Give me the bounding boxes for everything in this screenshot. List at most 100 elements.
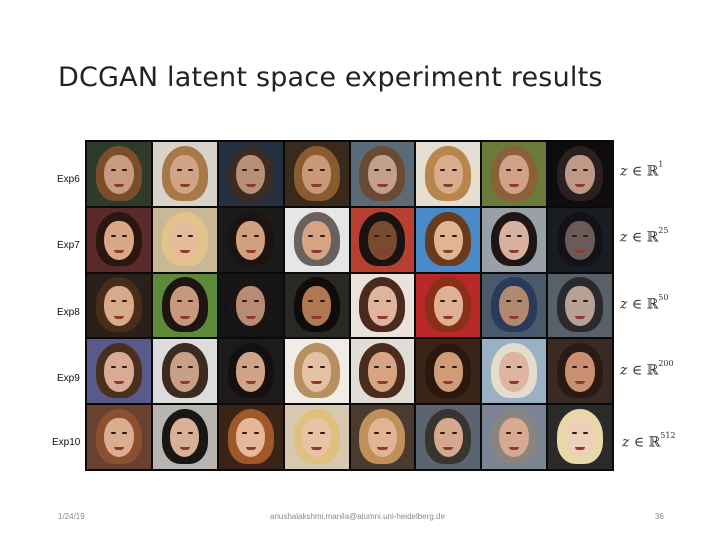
face-eye-left: [176, 431, 182, 434]
face-mouth: [179, 184, 190, 188]
face-eye-right: [451, 431, 457, 434]
dimension-exponent: 512: [660, 430, 676, 440]
face-eye-right: [583, 366, 589, 369]
face-skin-shape: [235, 154, 266, 195]
face-eye-left: [242, 300, 248, 303]
element-of-symbol: ∈: [629, 434, 649, 451]
face-eye-left: [176, 366, 182, 369]
face-eye-right: [188, 168, 193, 171]
generated-face-image: [548, 339, 612, 404]
face-eye-right: [122, 366, 128, 369]
face-eye-left: [505, 366, 511, 369]
face-eye-left: [176, 300, 182, 303]
latent-variable: z: [620, 229, 628, 246]
face-eye-right: [517, 168, 523, 171]
face-mouth: [443, 447, 454, 451]
generated-face-image: [482, 207, 547, 272]
face-mouth: [245, 249, 256, 253]
generated-face-image: [416, 339, 481, 404]
face-mouth: [113, 447, 125, 451]
generated-face-image: [152, 142, 217, 206]
face-skin-shape: [433, 220, 463, 261]
face-mouth: [245, 447, 256, 451]
generated-face-image: [152, 339, 217, 404]
experiment-row-label: Exp8: [57, 306, 80, 318]
generated-face-image: [548, 405, 612, 469]
generated-face-image: [87, 339, 151, 404]
generated-face-image: [350, 273, 415, 338]
face-mouth: [443, 184, 454, 188]
face-mouth: [113, 184, 125, 188]
footer-date: 1/24/19: [58, 512, 85, 521]
face-skin-shape: [170, 154, 200, 195]
experiment-row-label: Exp7: [57, 240, 80, 252]
face-eye-right: [319, 366, 325, 369]
latent-variable: z: [620, 163, 628, 180]
face-eye-right: [319, 431, 325, 434]
generated-face-image: [284, 405, 349, 469]
face-eye-right: [253, 168, 259, 171]
generated-face-image: [350, 142, 415, 206]
face-eye-left: [176, 168, 182, 171]
face-eye-right: [122, 431, 128, 434]
generated-face-image: [152, 207, 217, 272]
face-eye-left: [440, 168, 445, 171]
face-eye-left: [110, 431, 116, 434]
face-skin-shape: [170, 352, 200, 392]
face-eye-right: [188, 234, 193, 237]
face-skin-shape: [367, 286, 398, 326]
face-eye-left: [374, 366, 380, 369]
generated-face-image: [416, 273, 481, 338]
face-eye-right: [517, 366, 523, 369]
face-mouth: [443, 381, 454, 385]
face-skin-shape: [367, 352, 398, 392]
face-eye-left: [440, 431, 445, 434]
face-eye-left: [571, 300, 577, 303]
generated-face-image: [284, 273, 349, 338]
face-eye-left: [308, 431, 314, 434]
generated-face-image: [482, 142, 547, 206]
face-skin-shape: [301, 286, 332, 326]
generated-face-image: [482, 273, 547, 338]
face-eye-right: [583, 431, 589, 434]
real-numbers-symbol: ℝ: [648, 434, 661, 451]
generated-face-image: [218, 273, 283, 338]
face-eye-right: [385, 234, 391, 237]
face-eye-right: [122, 168, 128, 171]
face-eye-left: [374, 234, 380, 237]
generated-face-image: [284, 142, 349, 206]
face-mouth: [574, 249, 586, 253]
face-eye-left: [242, 366, 248, 369]
face-eye-right: [253, 431, 259, 434]
face-eye-right: [188, 431, 193, 434]
face-eye-left: [374, 300, 380, 303]
face-skin-shape: [301, 417, 332, 458]
face-eye-left: [505, 300, 511, 303]
generated-face-image: [548, 142, 612, 206]
face-skin-shape: [104, 154, 134, 195]
face-mouth: [113, 381, 125, 385]
face-mouth: [377, 447, 388, 451]
latent-dimension-formula: z ∈ ℝ512: [622, 430, 676, 451]
face-mouth: [574, 381, 586, 385]
generated-face-image: [152, 273, 217, 338]
face-mouth: [179, 447, 190, 451]
face-eye-right: [385, 168, 391, 171]
dimension-exponent: 50: [658, 292, 669, 302]
dimension-exponent: 25: [658, 226, 669, 236]
face-mouth: [509, 249, 520, 253]
face-eye-right: [253, 366, 259, 369]
face-eye-left: [110, 168, 116, 171]
face-eye-right: [188, 366, 193, 369]
generated-face-image: [218, 339, 283, 404]
face-eye-left: [308, 300, 314, 303]
experiment-row-label: Exp10: [52, 436, 81, 448]
face-eye-left: [505, 431, 511, 434]
face-mouth: [245, 184, 256, 188]
face-mouth: [113, 249, 125, 253]
face-image-grid: [85, 140, 614, 471]
footer-page-number: 36: [655, 512, 664, 521]
generated-face-image: [284, 339, 349, 404]
face-mouth: [311, 447, 322, 451]
